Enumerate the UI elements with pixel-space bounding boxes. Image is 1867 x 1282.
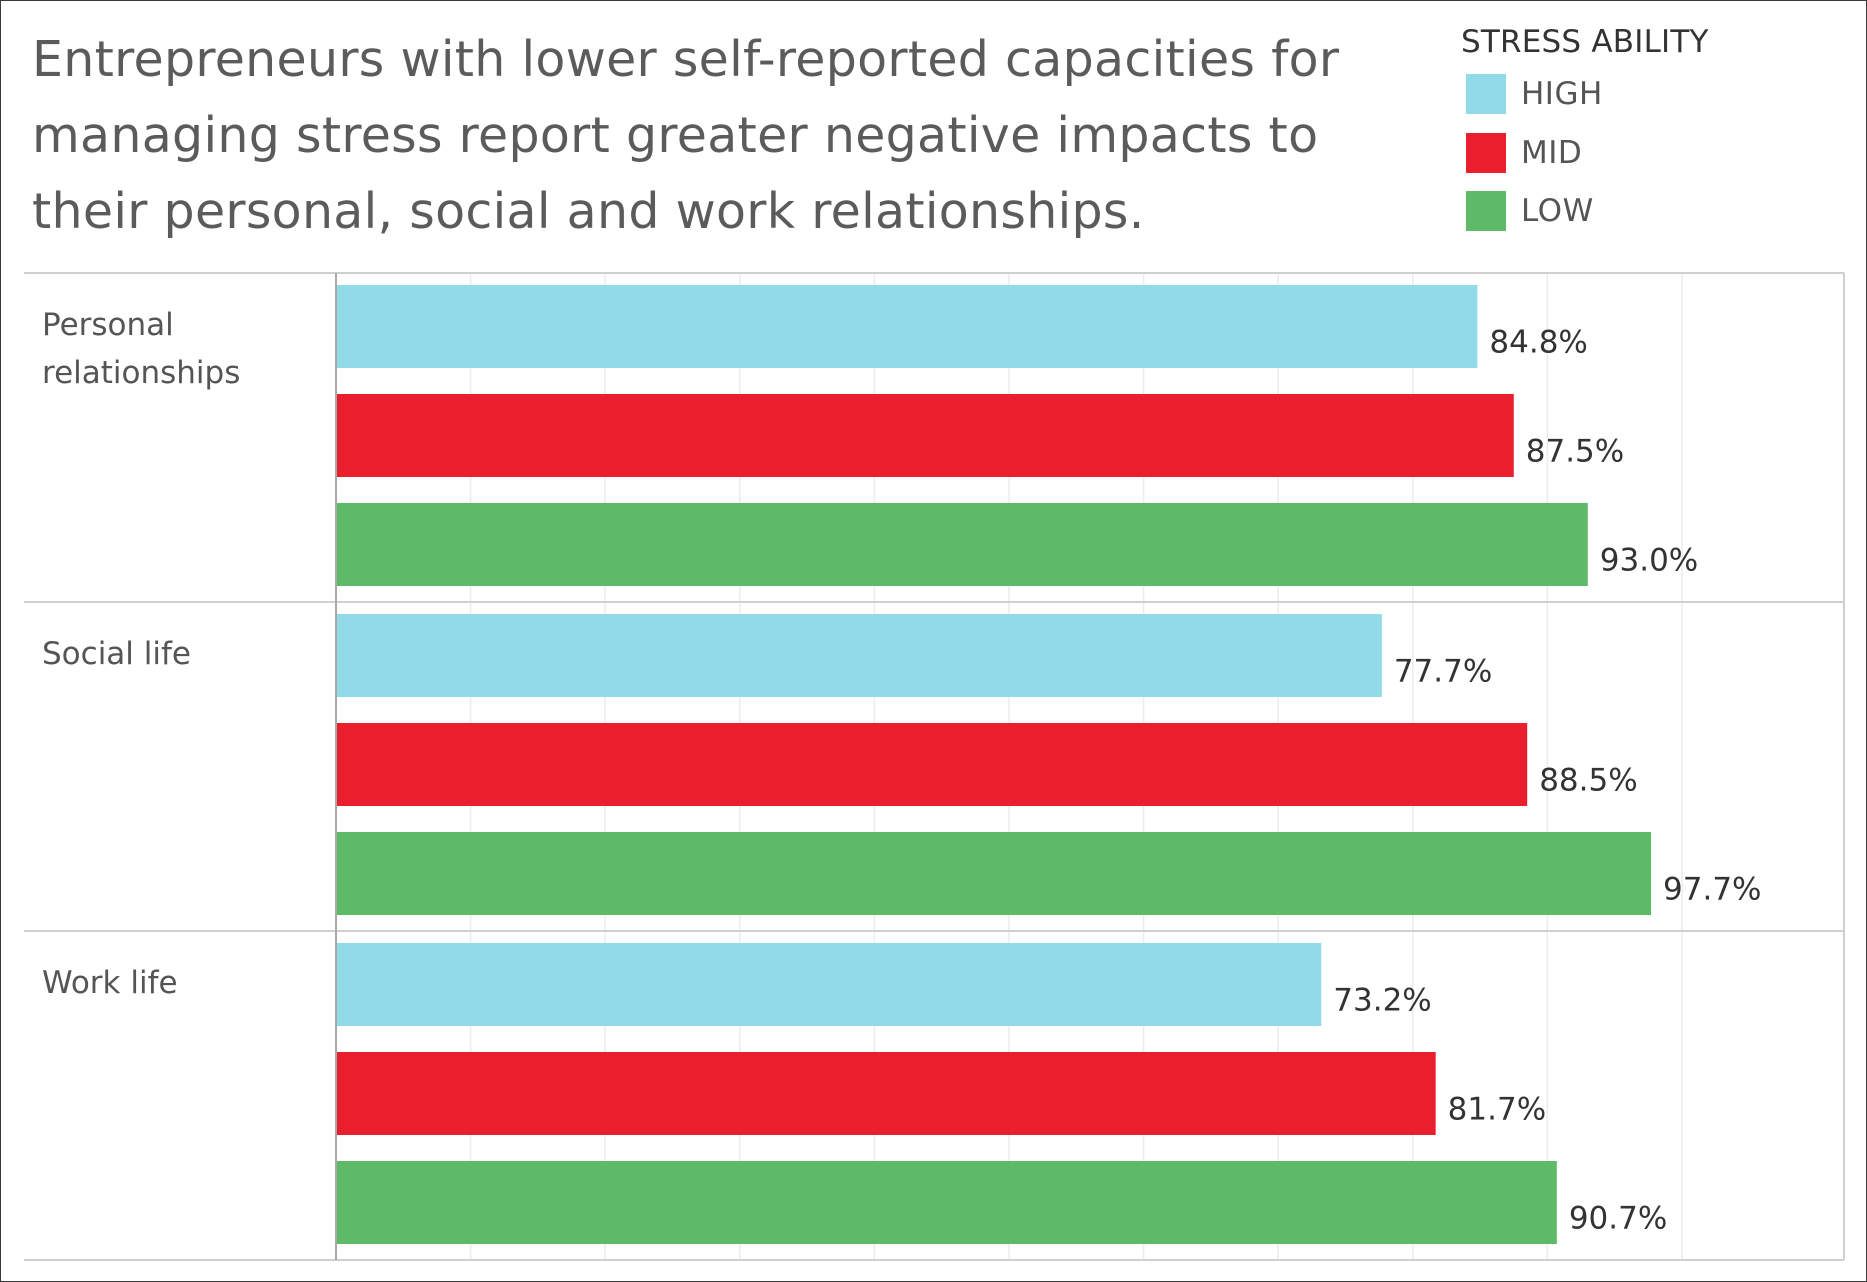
bar-mid <box>337 723 1528 806</box>
value-label-mid: 88.5% <box>1539 763 1637 799</box>
legend-title: STRESS ABILITY <box>1461 24 1709 60</box>
bar-low <box>337 832 1652 915</box>
bar-high <box>337 943 1322 1026</box>
value-label-high: 73.2% <box>1333 983 1431 1019</box>
bar-high <box>337 614 1382 697</box>
chart-title: Entrepreneurs with lower self-reported c… <box>32 31 1340 240</box>
bar-mid <box>337 1052 1436 1135</box>
category-label: Work life <box>42 965 178 1001</box>
value-label-low: 90.7% <box>1569 1201 1667 1237</box>
value-label-mid: 87.5% <box>1526 434 1624 470</box>
legend-label-high: HIGH <box>1521 76 1603 112</box>
value-label-mid: 81.7% <box>1448 1092 1546 1128</box>
legend-label-mid: MID <box>1521 135 1583 171</box>
legend-swatch-low <box>1466 191 1506 231</box>
legend-swatch-mid <box>1466 133 1506 173</box>
category-label: Personal <box>42 307 174 343</box>
value-label-high: 77.7% <box>1394 654 1492 690</box>
legend-label-low: LOW <box>1521 193 1594 229</box>
legend-swatch-high <box>1466 74 1506 114</box>
value-label-low: 93.0% <box>1600 543 1698 579</box>
bar-mid <box>337 394 1514 477</box>
category-label: Social life <box>42 636 191 672</box>
value-label-high: 84.8% <box>1489 325 1587 361</box>
category-label: relationships <box>42 355 240 391</box>
bar-low <box>337 1161 1557 1244</box>
bar-low <box>337 503 1588 586</box>
value-label-low: 97.7% <box>1663 872 1761 908</box>
bar-high <box>337 285 1478 368</box>
